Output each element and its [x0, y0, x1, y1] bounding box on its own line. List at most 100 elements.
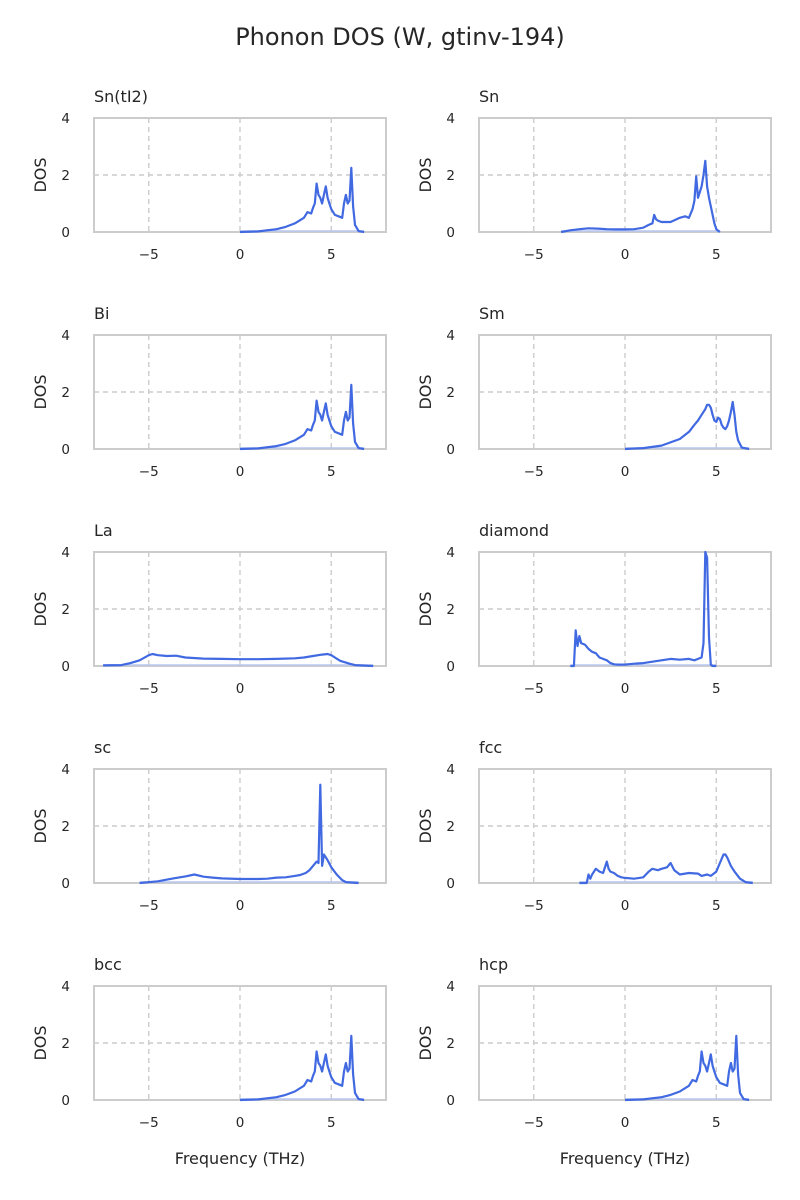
- y-tick-label: 4: [61, 979, 70, 995]
- y-tick-label: 4: [61, 328, 70, 344]
- y-axis-label: DOS: [31, 157, 50, 192]
- x-tick-label: 0: [236, 464, 245, 480]
- dos-curve: [579, 853, 753, 885]
- panel-title: fcc: [479, 738, 502, 757]
- panel-title: Sn(tI2): [94, 87, 148, 106]
- x-tick-label: 0: [621, 1115, 630, 1131]
- x-tick-label: −5: [139, 247, 159, 263]
- x-tick-label: −5: [139, 464, 159, 480]
- panel-title: Sn: [479, 87, 499, 106]
- dos-curve: [103, 652, 374, 668]
- y-axis-label: DOS: [31, 808, 50, 843]
- y-tick-label: 2: [446, 168, 455, 184]
- dos-panel-10: hcp −5 0 5 0 2 4 DOS Frequency (THz): [416, 955, 772, 1168]
- y-tick-label: 4: [446, 979, 455, 995]
- y-axis-label: DOS: [31, 1025, 50, 1060]
- x-tick-label: −5: [139, 1115, 159, 1131]
- panel-title: bcc: [94, 955, 122, 974]
- x-tick-label: 5: [712, 681, 721, 697]
- dos-curve: [239, 1034, 365, 1102]
- dos-curve: [624, 1034, 750, 1102]
- y-tick-label: 0: [446, 225, 455, 241]
- x-tick-label: 0: [236, 247, 245, 263]
- x-tick-label: −5: [524, 464, 544, 480]
- y-tick-label: 0: [446, 659, 455, 675]
- x-tick-label: 0: [236, 681, 245, 697]
- panel-title: diamond: [479, 521, 549, 540]
- y-axis-label: DOS: [416, 591, 435, 626]
- x-tick-label: −5: [139, 681, 159, 697]
- x-tick-label: 0: [621, 464, 630, 480]
- y-tick-label: 0: [446, 1093, 455, 1109]
- y-tick-label: 0: [61, 876, 70, 892]
- panel-title: sc: [94, 738, 111, 757]
- y-axis-label: DOS: [31, 374, 50, 409]
- y-axis-label: DOS: [416, 808, 435, 843]
- x-tick-label: 5: [327, 898, 336, 914]
- y-tick-label: 4: [61, 111, 70, 127]
- dos-panel-1: Sn(tI2) −5 0 5 0 2 4 DOS: [31, 87, 387, 263]
- x-tick-label: 5: [712, 464, 721, 480]
- figure-title: Phonon DOS (W, gtinv-194): [235, 23, 565, 51]
- x-tick-label: 5: [327, 464, 336, 480]
- y-tick-label: 2: [446, 1036, 455, 1052]
- y-tick-label: 4: [61, 762, 70, 778]
- x-tick-label: 5: [327, 247, 336, 263]
- y-tick-label: 2: [446, 385, 455, 401]
- dos-curve: [139, 783, 359, 885]
- y-tick-label: 2: [61, 385, 70, 401]
- x-tick-label: 0: [236, 1115, 245, 1131]
- dos-panel-4: Sm −5 0 5 0 2 4 DOS: [416, 304, 772, 480]
- y-axis-label: DOS: [31, 591, 50, 626]
- y-tick-label: 4: [446, 762, 455, 778]
- x-tick-label: 5: [712, 898, 721, 914]
- dos-panel-7: sc −5 0 5 0 2 4 DOS: [31, 738, 387, 914]
- x-tick-label: −5: [524, 898, 544, 914]
- x-tick-label: 5: [327, 1115, 336, 1131]
- y-tick-label: 4: [446, 111, 455, 127]
- dos-panel-5: La −5 0 5 0 2 4 DOS: [31, 521, 387, 697]
- dos-curve: [570, 550, 717, 668]
- x-tick-label: 5: [712, 1115, 721, 1131]
- x-tick-label: −5: [524, 681, 544, 697]
- y-axis-label: DOS: [416, 374, 435, 409]
- x-tick-label: 0: [621, 681, 630, 697]
- y-axis-label: DOS: [416, 1025, 435, 1060]
- x-tick-label: 0: [621, 247, 630, 263]
- dos-curve: [239, 166, 365, 234]
- y-tick-label: 0: [61, 225, 70, 241]
- x-tick-label: −5: [524, 1115, 544, 1131]
- y-tick-label: 0: [61, 659, 70, 675]
- y-tick-label: 2: [61, 602, 70, 618]
- x-axis-label: Frequency (THz): [560, 1149, 690, 1168]
- x-axis-label: Frequency (THz): [175, 1149, 305, 1168]
- dos-curve: [560, 159, 721, 234]
- x-tick-label: −5: [524, 247, 544, 263]
- y-tick-label: 4: [446, 545, 455, 561]
- dos-panel-3: Bi −5 0 5 0 2 4 DOS: [31, 304, 387, 480]
- y-tick-label: 0: [446, 876, 455, 892]
- y-tick-label: 4: [446, 328, 455, 344]
- y-tick-label: 2: [61, 1036, 70, 1052]
- dos-curve: [239, 383, 365, 451]
- y-tick-label: 4: [61, 545, 70, 561]
- dos-panel-9: bcc −5 0 5 0 2 4 DOS Frequency (THz): [31, 955, 387, 1168]
- x-tick-label: 0: [236, 898, 245, 914]
- y-tick-label: 0: [61, 1093, 70, 1109]
- panel-title: Bi: [94, 304, 109, 323]
- panel-title: Sm: [479, 304, 505, 323]
- y-tick-label: 2: [446, 819, 455, 835]
- dos-panel-8: fcc −5 0 5 0 2 4 DOS: [416, 738, 772, 914]
- dos-curve: [624, 400, 750, 451]
- y-tick-label: 0: [61, 442, 70, 458]
- y-tick-label: 2: [61, 168, 70, 184]
- x-tick-label: 5: [327, 681, 336, 697]
- panel-title: hcp: [479, 955, 508, 974]
- y-tick-label: 2: [446, 602, 455, 618]
- dos-panel-2: Sn −5 0 5 0 2 4 DOS: [416, 87, 772, 263]
- x-tick-label: 0: [621, 898, 630, 914]
- panel-grid: Sn(tI2) −5 0 5 0 2 4 DOS Sn −5 0 5 0 2 4 DOS Bi −5 0 5 0 2 4 DO…: [31, 87, 772, 1168]
- panel-title: La: [94, 521, 113, 540]
- dos-panel-6: diamond −5 0 5 0 2 4 DOS: [416, 521, 772, 697]
